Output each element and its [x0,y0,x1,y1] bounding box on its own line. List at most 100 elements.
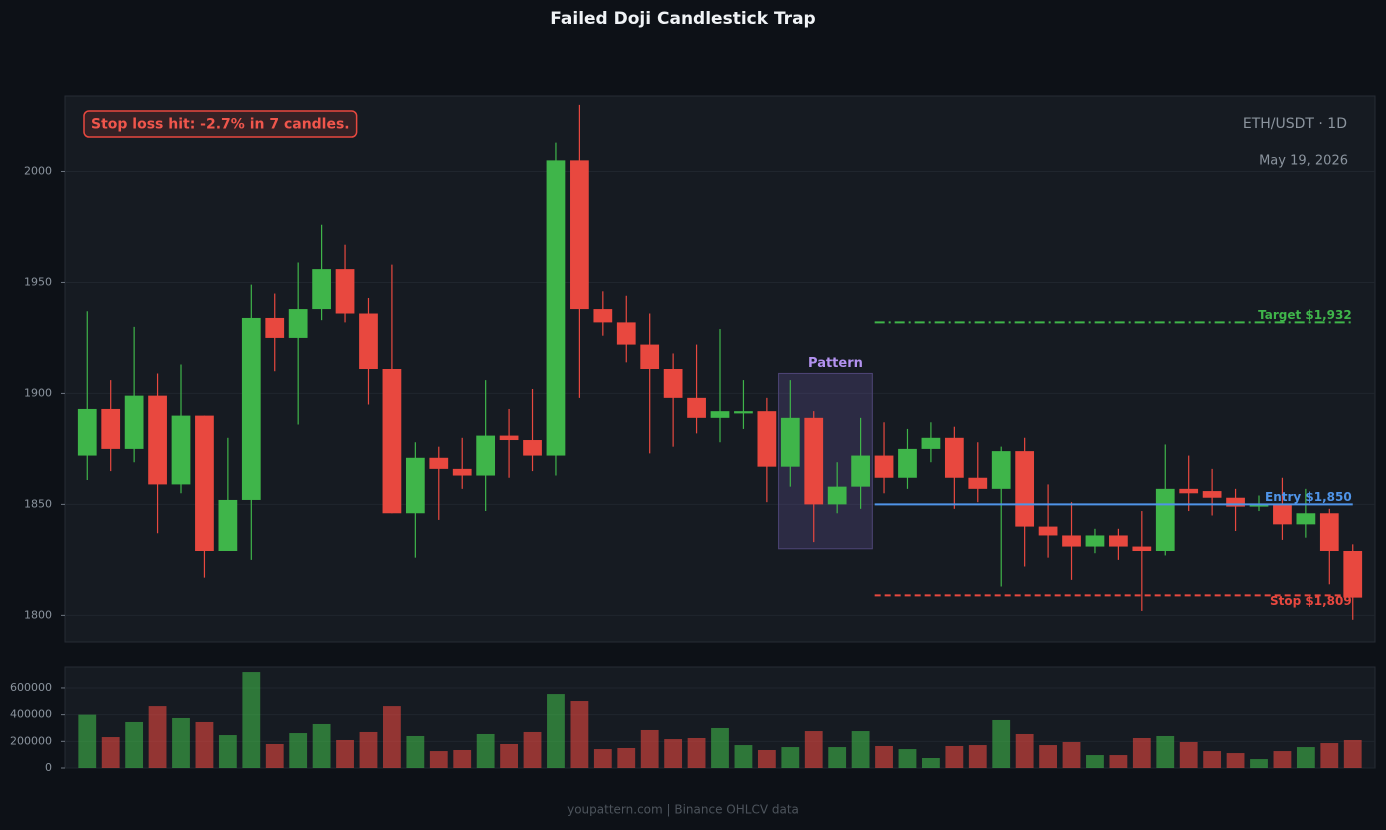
candle-body [124,395,144,449]
volume-bar [148,706,167,768]
volume-bar [336,739,354,768]
volume-bar [1039,745,1057,768]
volume-bar [922,757,940,768]
volume-bar [1109,755,1128,768]
volume-tick-label: 0 [45,761,52,774]
candle-body [1179,488,1199,494]
candle-body [851,455,870,487]
candle-body [570,160,589,310]
volume-bar [851,731,870,768]
candle-body [968,477,988,489]
volume-bar [898,749,917,768]
candle-body [1062,535,1081,547]
volume-bar [218,735,237,768]
candle-body [359,313,378,369]
volume-bar [406,735,425,768]
volume-bar [453,749,472,768]
volume-bar [617,747,636,768]
candle-body [1132,546,1152,551]
candle-body [1038,526,1058,536]
candle-body [288,309,308,338]
candle-body [991,451,1011,489]
chart-title: Failed Doji Candlestick Trap [550,9,815,29]
candle-body [218,499,238,551]
candle-body [1085,535,1105,547]
candle-body [1015,451,1035,527]
volume-bar [500,743,518,768]
candle-body [898,448,917,478]
volume-bar [570,701,589,768]
candle-body [1319,513,1339,551]
candle-body [335,269,355,314]
candle-body [593,309,613,323]
volume-bar [1203,751,1222,768]
candle-body [382,369,402,514]
candle-body [827,486,847,505]
volume-bar [640,729,659,768]
y-tick-label: 1950 [24,275,52,288]
volume-bar [242,672,261,768]
y-tick-label: 1800 [24,608,52,621]
candle-body [499,435,519,441]
volume-bar [523,731,542,768]
candle-body [944,437,964,478]
volume-bar [968,745,987,768]
volume-bar [359,731,378,768]
volume-bar [687,737,706,768]
candle-body [1155,488,1175,551]
candle-body [405,457,425,514]
volume-bar [734,745,753,768]
candle-body [429,457,449,469]
candle-body [452,468,472,476]
volume-bar [757,749,776,768]
candle-body [265,317,285,338]
candle-body [1343,551,1363,598]
candle-body [710,411,730,418]
candle-body [523,440,542,456]
candle-body [195,415,214,551]
volume-bar [1296,747,1315,768]
volume-bar [1086,755,1104,768]
note: Stop loss hit: -2.7% in 7 candles. [91,117,350,133]
volume-bar [1132,737,1151,768]
volume-bar [476,733,495,768]
volume-bar [1156,735,1175,768]
volume-bar [78,714,97,768]
candle-body [312,269,331,310]
volume-bar [593,749,612,768]
candle-body [1249,504,1269,507]
level-label: Target $1,932 [1258,308,1352,322]
volume-bar [875,745,893,768]
y-tick-label: 1900 [24,386,52,399]
candle-body [663,369,683,398]
volume-bar [1320,743,1339,768]
candle-body [687,397,706,418]
volume-bar [1062,741,1081,768]
pattern-label: Pattern [808,356,863,371]
volume-bar [312,723,331,768]
source: youpattern.com | Binance OHLCV data [567,803,799,817]
volume-bar [1226,753,1245,768]
volume-bar [664,739,683,768]
level-label: Entry $1,850 [1265,490,1352,504]
volume-bar [781,747,800,768]
date: May 19, 2026 [1259,154,1348,169]
volume-bar [1015,733,1034,768]
candle-body [1202,491,1222,498]
level-label: Stop $1,809 [1270,594,1352,608]
volume-bar [1273,751,1292,768]
volume-bar [804,731,823,768]
volume-bar [125,721,144,768]
y-tick-label: 2000 [24,164,52,177]
y-tick-label: 1850 [24,497,52,510]
candle-body [804,417,824,505]
volume-bar [172,717,190,768]
candle-body [171,415,191,485]
candle-body [1109,535,1128,547]
volume-bar [711,727,729,768]
volume-bar [289,733,308,768]
volume-bar [195,721,214,768]
candle-body [757,411,777,467]
volume-bar [945,745,964,768]
